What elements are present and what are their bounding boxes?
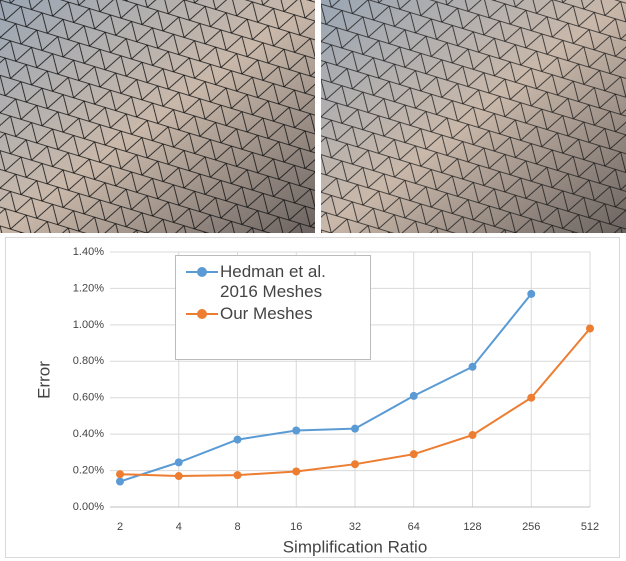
x-tick-label: 128 bbox=[463, 521, 481, 533]
x-tick-label: 64 bbox=[408, 521, 420, 533]
data-point bbox=[116, 470, 124, 478]
x-tick-label: 16 bbox=[290, 521, 302, 533]
data-point bbox=[351, 460, 359, 468]
data-point bbox=[586, 325, 594, 333]
y-tick-label: 1.40% bbox=[73, 246, 104, 258]
x-tick-label: 2 bbox=[117, 521, 123, 533]
data-point bbox=[116, 478, 124, 486]
legend-symbol bbox=[184, 262, 220, 282]
data-point bbox=[234, 471, 242, 479]
data-point bbox=[234, 436, 242, 444]
y-axis-title: Error bbox=[34, 361, 53, 399]
data-point bbox=[410, 450, 418, 458]
data-point bbox=[351, 425, 359, 433]
legend-label: Our Meshes bbox=[220, 304, 313, 324]
x-tick-label: 8 bbox=[234, 521, 240, 533]
y-tick-label: 1.00% bbox=[73, 319, 104, 331]
legend-symbol bbox=[184, 304, 220, 324]
data-point bbox=[469, 363, 477, 371]
data-point bbox=[292, 467, 300, 475]
data-point bbox=[175, 472, 183, 480]
y-tick-label: 0.20% bbox=[73, 464, 104, 476]
data-point bbox=[527, 394, 535, 402]
legend-label: Hedman et al. 2016 Meshes bbox=[220, 262, 362, 302]
x-tick-label: 4 bbox=[176, 521, 182, 533]
figure: Error Simplification Ratio 0.00% 0.20% 0.4… bbox=[0, 0, 626, 561]
legend-item: Hedman et al. 2016 Meshes bbox=[184, 262, 362, 302]
y-tick-label: 1.20% bbox=[73, 282, 104, 294]
y-tick-label: 0.60% bbox=[73, 392, 104, 404]
legend-item: Our Meshes bbox=[184, 304, 362, 324]
y-tick-label: 0.80% bbox=[73, 355, 104, 367]
data-point bbox=[469, 431, 477, 439]
data-point bbox=[175, 458, 183, 466]
y-tick-label: 0.40% bbox=[73, 428, 104, 440]
mesh-overlay-left bbox=[0, 0, 315, 233]
x-tick-label: 512 bbox=[581, 521, 599, 533]
x-tick-label: 32 bbox=[349, 521, 361, 533]
mesh-overlay-right bbox=[321, 0, 626, 233]
data-point bbox=[527, 290, 535, 298]
x-axis-title: Simplification Ratio bbox=[283, 537, 428, 556]
data-point bbox=[292, 427, 300, 435]
y-tick-label: 0.00% bbox=[73, 501, 104, 513]
data-point bbox=[410, 392, 418, 400]
x-tick-label: 256 bbox=[522, 521, 540, 533]
